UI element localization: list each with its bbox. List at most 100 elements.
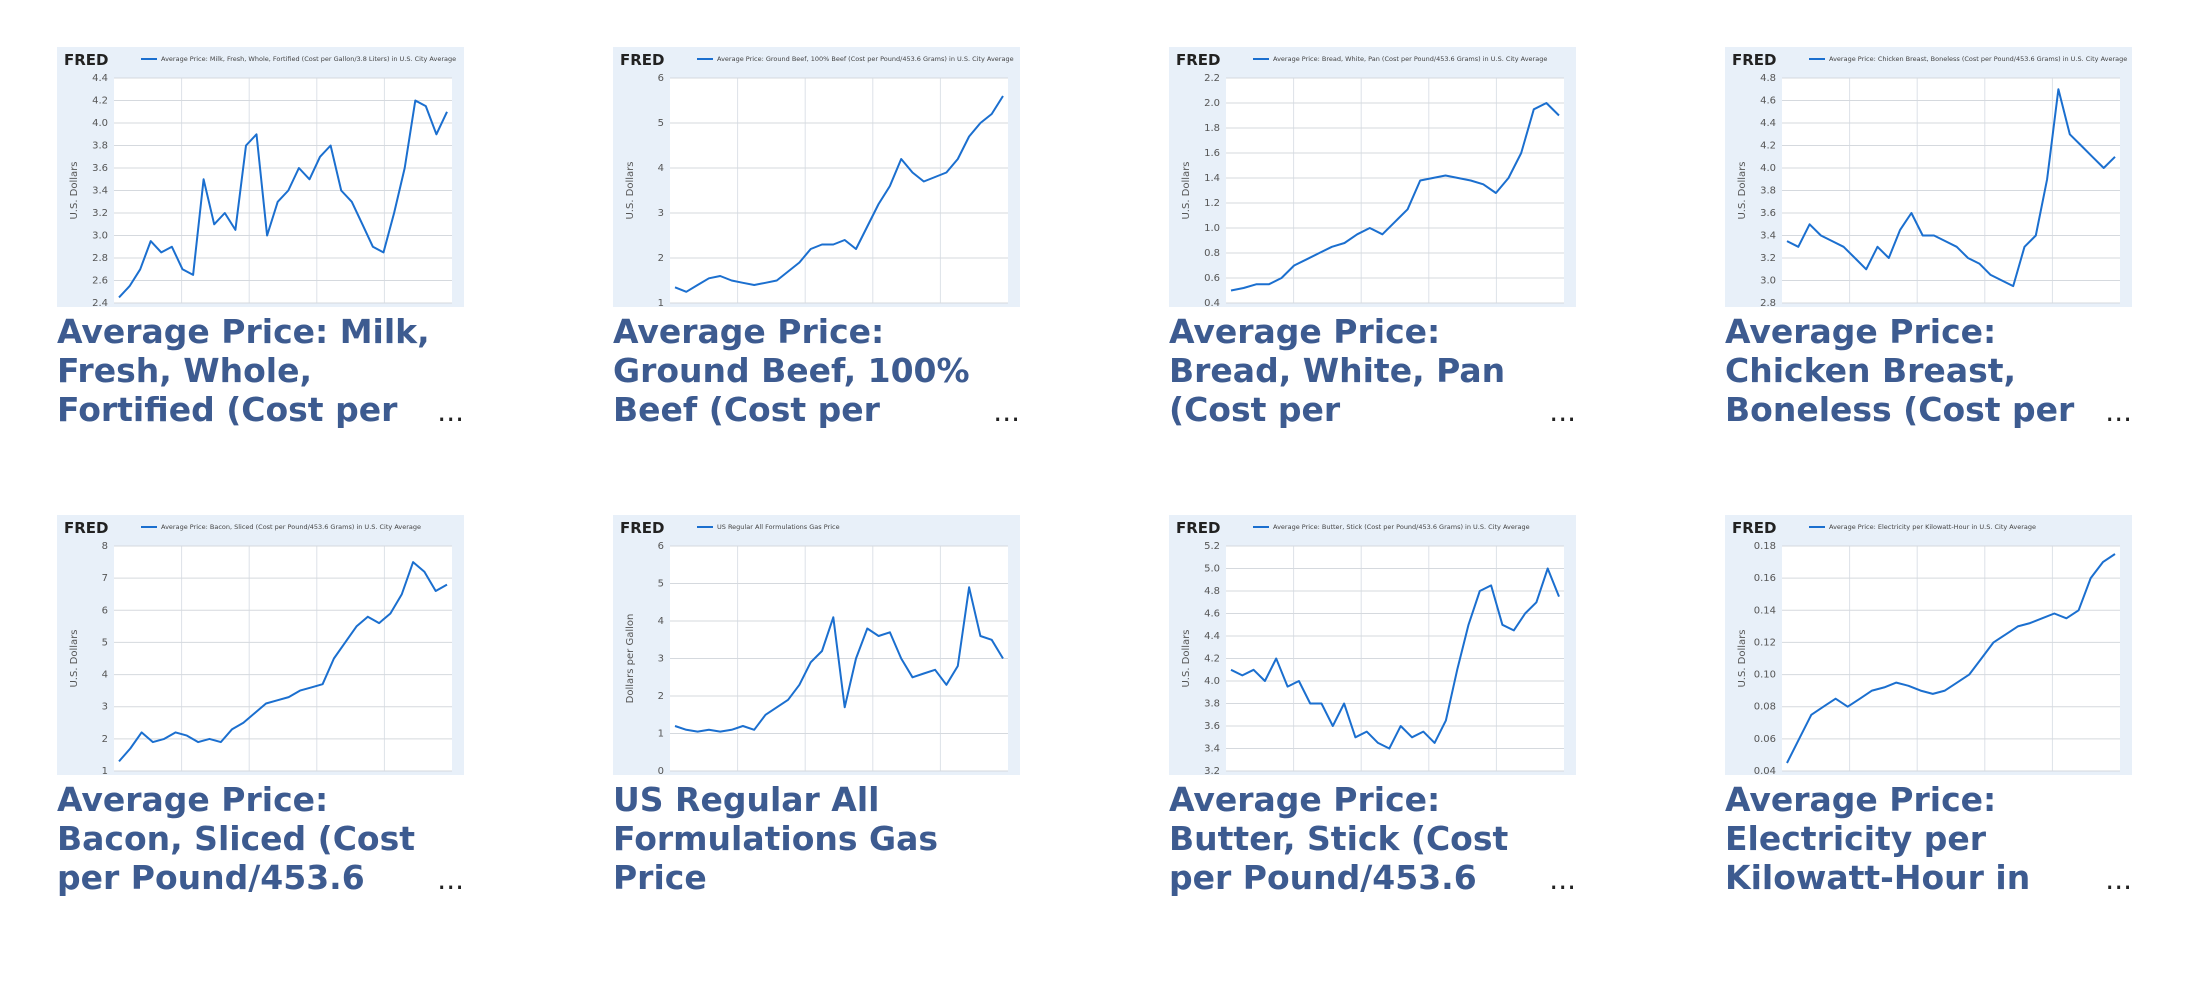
y-tick-label: 7	[102, 573, 108, 584]
y-tick-label: 2.2	[1204, 73, 1220, 84]
series-line	[674, 586, 1004, 733]
card-caption[interactable]: Average Price:	[1725, 312, 1996, 351]
y-tick-label: 5	[658, 118, 664, 129]
y-tick-label: 6	[658, 73, 664, 84]
y-tick-label: 2.8	[92, 253, 108, 264]
card-caption[interactable]: Average Price:	[57, 780, 328, 819]
y-tick-label: 1	[658, 298, 664, 309]
fred-logo: FRED	[1176, 51, 1221, 69]
card-caption[interactable]: Average Price:	[1169, 312, 1440, 351]
y-tick-label: 1.4	[1204, 173, 1220, 184]
fred-logo: FRED	[64, 519, 109, 537]
card-caption[interactable]: Bread, White, Pan	[1169, 351, 1505, 390]
y-tick-label: 2.4	[92, 298, 108, 309]
y-tick-label: 0.12	[1754, 637, 1776, 648]
card-caption[interactable]: Average Price:	[1725, 780, 1996, 819]
y-tick-label: 0.08	[1754, 702, 1776, 713]
y-axis-label: Dollars per Gallon	[625, 614, 636, 704]
chart-title: Average Price: Bread, White, Pan (Cost p…	[1273, 55, 1547, 63]
y-tick-label: 0.14	[1754, 605, 1776, 616]
card[interactable]: FRED Average Price: Electricity per Kilow…	[1725, 515, 2132, 897]
y-tick-label: 4.6	[1760, 96, 1776, 107]
y-tick-label: 2	[102, 734, 108, 745]
y-tick-label: 2	[658, 253, 664, 264]
card-caption[interactable]: Kilowatt-Hour in	[1725, 858, 2030, 897]
card-caption[interactable]: Ground Beef, 100%	[613, 351, 970, 390]
caption-ellipsis: ...	[1549, 863, 1576, 896]
card-caption[interactable]: (Cost per	[1169, 390, 1341, 429]
y-tick-label: 1.2	[1204, 198, 1220, 209]
card-caption[interactable]: Boneless (Cost per	[1725, 390, 2075, 429]
y-tick-label: 3.4	[1204, 744, 1220, 755]
y-axis-label: U.S. Dollars	[69, 161, 80, 219]
card-caption[interactable]: per Pound/453.6	[1169, 858, 1477, 897]
series-line	[1786, 88, 2116, 288]
y-tick-label: 0.16	[1754, 573, 1776, 584]
chart-title: Average Price: Ground Beef, 100% Beef (C…	[717, 55, 1014, 63]
card[interactable]: FRED Average Price: Bacon, Sliced (Cost p…	[57, 515, 464, 897]
y-tick-label: 4.0	[1760, 163, 1776, 174]
y-tick-label: 0.10	[1754, 670, 1776, 681]
y-tick-label: 3.8	[92, 141, 108, 152]
caption-ellipsis: ...	[2105, 863, 2132, 896]
y-tick-label: 0.06	[1754, 734, 1776, 745]
chart-title: US Regular All Formulations Gas Price	[717, 523, 840, 531]
card-caption[interactable]: Average Price: Milk,	[57, 312, 430, 351]
card-caption[interactable]: per Pound/453.6	[57, 858, 365, 897]
y-tick-label: 5.0	[1204, 564, 1220, 575]
series-line	[118, 561, 448, 763]
y-tick-label: 5	[102, 637, 108, 648]
y-tick-label: 0.8	[1204, 248, 1220, 259]
y-tick-label: 2.6	[92, 276, 108, 287]
y-tick-label: 4	[102, 670, 108, 681]
series-line	[1786, 553, 2116, 764]
caption-ellipsis: ...	[437, 863, 464, 896]
card[interactable]: FRED Average Price: Butter, Stick (Cost p…	[1169, 515, 1576, 897]
card-caption[interactable]: US Regular All	[613, 780, 879, 819]
plot-area	[670, 78, 1008, 303]
y-tick-label: 3.8	[1204, 699, 1220, 710]
card[interactable]: FRED Average Price: Milk, Fresh, Whole, F…	[57, 47, 464, 429]
y-tick-label: 8	[102, 541, 108, 552]
y-tick-label: 0.4	[1204, 298, 1220, 309]
y-tick-label: 3	[102, 702, 108, 713]
y-tick-label: 1	[658, 729, 664, 740]
y-tick-label: 3	[658, 654, 664, 665]
card-caption[interactable]: Average Price:	[613, 312, 884, 351]
y-tick-label: 4.0	[92, 118, 108, 129]
card[interactable]: FRED Average Price: Bread, White, Pan (Co…	[1169, 47, 1576, 429]
y-tick-label: 0.18	[1754, 541, 1776, 552]
y-tick-label: 4	[658, 616, 664, 627]
card-caption[interactable]: Bacon, Sliced (Cost	[57, 819, 415, 858]
card-caption[interactable]: Chicken Breast,	[1725, 351, 2016, 390]
card-caption[interactable]: Formulations Gas	[613, 819, 938, 858]
y-tick-label: 4.2	[1204, 654, 1220, 665]
card-caption[interactable]: Price	[613, 858, 707, 897]
y-tick-label: 4.4	[1204, 631, 1220, 642]
caption-ellipsis: ...	[437, 395, 464, 428]
fred-logo: FRED	[64, 51, 109, 69]
card-caption[interactable]: Beef (Cost per	[613, 390, 881, 429]
y-axis-label: U.S. Dollars	[1181, 161, 1192, 219]
y-tick-label: 3.2	[1760, 253, 1776, 264]
card-caption[interactable]: Electricity per	[1725, 819, 1987, 858]
caption-ellipsis: ...	[1549, 395, 1576, 428]
y-tick-label: 0	[658, 766, 664, 777]
y-tick-label: 4.2	[92, 96, 108, 107]
card[interactable]: FRED US Regular All Formulations Gas Pric…	[613, 515, 1020, 897]
card[interactable]: FRED Average Price: Chicken Breast, Bonel…	[1725, 47, 2132, 429]
y-tick-label: 3	[658, 208, 664, 219]
y-tick-label: 4	[658, 163, 664, 174]
card-caption[interactable]: Fresh, Whole,	[57, 351, 312, 390]
series-line	[1230, 567, 1560, 750]
card-caption[interactable]: Butter, Stick (Cost	[1169, 819, 1508, 858]
y-tick-label: 5	[658, 579, 664, 590]
card-caption[interactable]: Average Price:	[1169, 780, 1440, 819]
card[interactable]: FRED Average Price: Ground Beef, 100% Bee…	[613, 47, 1020, 429]
y-tick-label: 4.4	[1760, 118, 1776, 129]
y-tick-label: 1.6	[1204, 148, 1220, 159]
y-tick-label: 3.6	[1760, 208, 1776, 219]
y-tick-label: 6	[102, 605, 108, 616]
card-caption[interactable]: Fortified (Cost per	[57, 390, 398, 429]
y-tick-label: 0.6	[1204, 273, 1220, 284]
